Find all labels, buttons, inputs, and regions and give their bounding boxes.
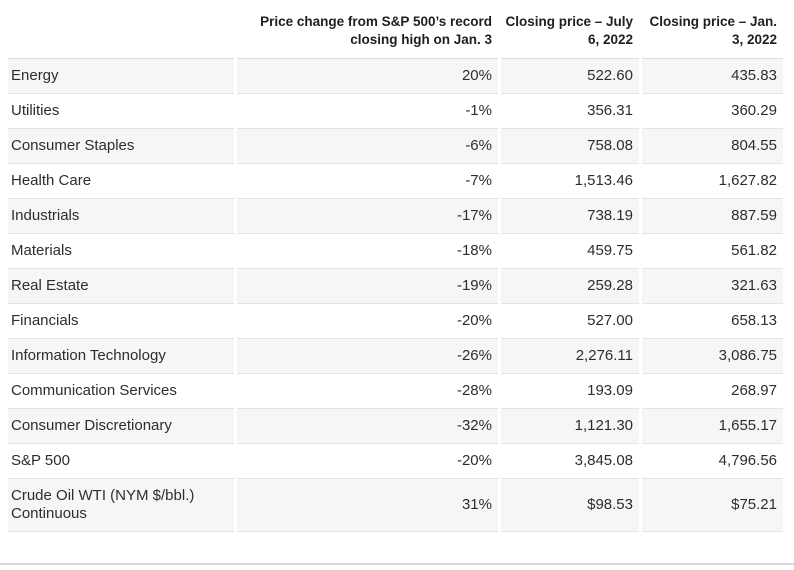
- closing-jan3-cell: 321.63: [642, 269, 783, 304]
- table-row: Utilities -1% 356.31 360.29: [8, 94, 783, 129]
- closing-july6-cell: 1,121.30: [501, 409, 639, 444]
- closing-jan3-cell: 1,627.82: [642, 164, 783, 199]
- price-change-cell: 31%: [237, 479, 498, 532]
- row-label: Real Estate: [8, 269, 234, 304]
- table-row: Real Estate -19% 259.28 321.63: [8, 269, 783, 304]
- closing-july6-cell: 522.60: [501, 59, 639, 94]
- table-row: Financials -20% 527.00 658.13: [8, 304, 783, 339]
- row-label: Information Technology: [8, 339, 234, 374]
- table-header-row: Price change from S&P 500’s record closi…: [8, 6, 783, 59]
- closing-july6-cell: 356.31: [501, 94, 639, 129]
- table-row: Crude Oil WTI (NYM $/bbl.) Continuous 31%…: [8, 479, 783, 532]
- price-change-cell: 20%: [237, 59, 498, 94]
- table-row: Materials -18% 459.75 561.82: [8, 234, 783, 269]
- price-change-cell: -32%: [237, 409, 498, 444]
- closing-july6-cell: 738.19: [501, 199, 639, 234]
- row-label: Materials: [8, 234, 234, 269]
- table-row: Consumer Staples -6% 758.08 804.55: [8, 129, 783, 164]
- closing-jan3-cell: 658.13: [642, 304, 783, 339]
- closing-jan3-cell: 4,796.56: [642, 444, 783, 479]
- price-change-cell: -26%: [237, 339, 498, 374]
- table-row: Health Care -7% 1,513.46 1,627.82: [8, 164, 783, 199]
- row-label: Utilities: [8, 94, 234, 129]
- row-label: Industrials: [8, 199, 234, 234]
- table-row: Industrials -17% 738.19 887.59: [8, 199, 783, 234]
- row-label: Communication Services: [8, 374, 234, 409]
- price-change-cell: -20%: [237, 444, 498, 479]
- table-row: Information Technology -26% 2,276.11 3,086.…: [8, 339, 783, 374]
- closing-jan3-cell: 435.83: [642, 59, 783, 94]
- row-label: Health Care: [8, 164, 234, 199]
- table-row: Consumer Discretionary -32% 1,121.30 1,655.…: [8, 409, 783, 444]
- column-header-closing-jan3: Closing price – Jan. 3, 2022: [642, 6, 783, 59]
- row-label: Consumer Discretionary: [8, 409, 234, 444]
- closing-july6-cell: $98.53: [501, 479, 639, 532]
- price-change-cell: -20%: [237, 304, 498, 339]
- closing-jan3-cell: 804.55: [642, 129, 783, 164]
- closing-july6-cell: 2,276.11: [501, 339, 639, 374]
- closing-july6-cell: 1,513.46: [501, 164, 639, 199]
- price-change-cell: -17%: [237, 199, 498, 234]
- price-change-cell: -19%: [237, 269, 498, 304]
- row-label: S&P 500: [8, 444, 234, 479]
- row-label: Consumer Staples: [8, 129, 234, 164]
- bottom-divider: [0, 563, 794, 565]
- closing-july6-cell: 3,845.08: [501, 444, 639, 479]
- row-label: Financials: [8, 304, 234, 339]
- closing-jan3-cell: 1,655.17: [642, 409, 783, 444]
- table-row: Communication Services -28% 193.09 268.97: [8, 374, 783, 409]
- column-header-closing-july6: Closing price – July 6, 2022: [501, 6, 639, 59]
- sector-performance-table: Price change from S&P 500’s record closi…: [5, 6, 786, 532]
- table-row: Energy 20% 522.60 435.83: [8, 59, 783, 94]
- closing-jan3-cell: 268.97: [642, 374, 783, 409]
- closing-july6-cell: 527.00: [501, 304, 639, 339]
- price-change-cell: -6%: [237, 129, 498, 164]
- closing-july6-cell: 758.08: [501, 129, 639, 164]
- column-header-price-change: Price change from S&P 500’s record closi…: [237, 6, 498, 59]
- row-label: Crude Oil WTI (NYM $/bbl.) Continuous: [8, 479, 234, 532]
- closing-jan3-cell: 360.29: [642, 94, 783, 129]
- table-body: Energy 20% 522.60 435.83 Utilities -1% 356.31 3…: [8, 59, 783, 532]
- closing-july6-cell: 259.28: [501, 269, 639, 304]
- closing-jan3-cell: 561.82: [642, 234, 783, 269]
- price-change-cell: -1%: [237, 94, 498, 129]
- closing-jan3-cell: 887.59: [642, 199, 783, 234]
- closing-jan3-cell: $75.21: [642, 479, 783, 532]
- table-row: S&P 500 -20% 3,845.08 4,796.56: [8, 444, 783, 479]
- closing-july6-cell: 459.75: [501, 234, 639, 269]
- price-change-cell: -7%: [237, 164, 498, 199]
- closing-july6-cell: 193.09: [501, 374, 639, 409]
- price-change-cell: -18%: [237, 234, 498, 269]
- column-header-blank: [8, 6, 234, 59]
- row-label: Energy: [8, 59, 234, 94]
- closing-jan3-cell: 3,086.75: [642, 339, 783, 374]
- price-change-cell: -28%: [237, 374, 498, 409]
